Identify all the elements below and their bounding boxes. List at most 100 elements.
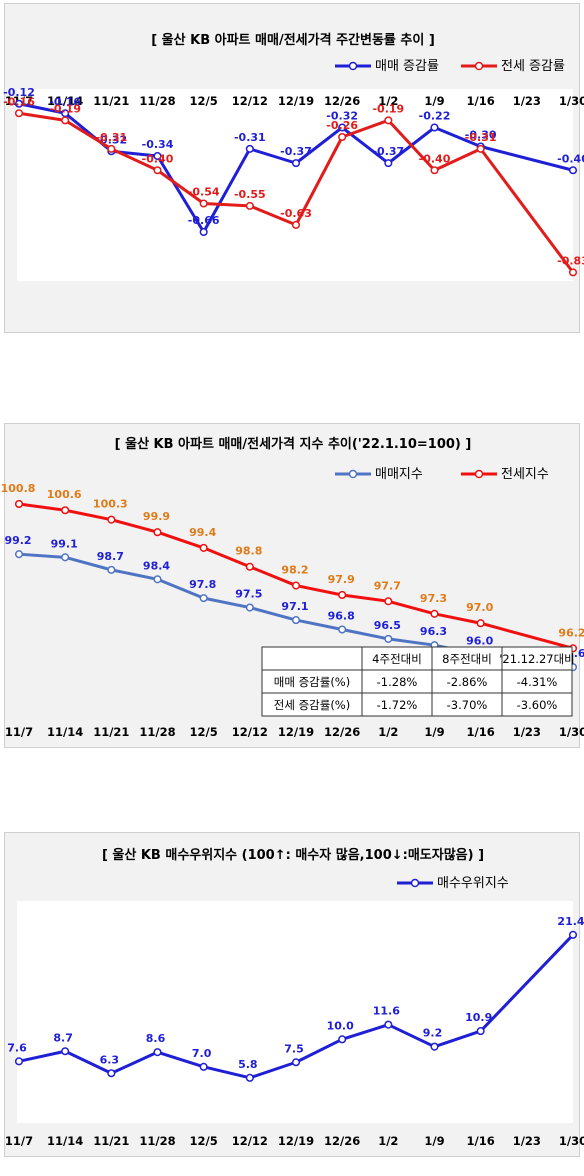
x-tick-label: 1/9 — [424, 725, 444, 739]
data-label: 98.8 — [235, 545, 262, 558]
data-point — [476, 619, 485, 628]
data-label: 97.3 — [420, 592, 447, 605]
legend-label-1: 매매지수 — [375, 467, 423, 482]
x-tick-label: 12/12 — [232, 1134, 268, 1148]
chart-title: [ 울산 KB 매수우위지수 (100↑: 매수자 많음,100↓:매도자많음)… — [102, 847, 484, 863]
x-tick-label: 12/12 — [232, 725, 268, 739]
data-point — [153, 528, 162, 537]
legend-label-2: 전세지수 — [501, 467, 549, 482]
x-tick-label: 12/26 — [324, 94, 360, 108]
data-label: 97.0 — [466, 601, 493, 614]
data-label: 7.0 — [192, 1047, 212, 1060]
data-label: -0.54 — [188, 186, 220, 199]
x-tick-label: 11/7 — [5, 725, 33, 739]
data-label: -0.40 — [419, 152, 451, 165]
data-label: -0.37 — [372, 145, 404, 158]
data-point — [338, 590, 347, 600]
table-cell: -1.72% — [377, 698, 418, 712]
table-cell: -3.60% — [517, 698, 558, 712]
x-tick-label: 12/19 — [278, 1134, 314, 1148]
legend-label-1: 매수우위지수 — [437, 876, 509, 891]
data-label: -0.19 — [372, 102, 404, 115]
data-label: -0.31 — [95, 131, 127, 144]
x-tick-label: 12/26 — [324, 1134, 360, 1148]
data-label: 96.8 — [328, 610, 355, 623]
data-point — [245, 1073, 254, 1082]
data-point — [384, 159, 393, 168]
x-tick-label: 1/2 — [378, 725, 398, 739]
x-tick-label: 1/2 — [378, 1134, 398, 1148]
chart-panel-buyer-index: [ 울산 KB 매수우위지수 (100↑: 매수자 많음,100↓:매도자많음)… — [4, 832, 584, 1157]
data-label: 98.7 — [97, 550, 124, 563]
data-point — [291, 581, 301, 590]
x-tick-label: 1/2 — [378, 94, 398, 108]
data-label: 97.1 — [281, 600, 308, 613]
data-label: 98.2 — [281, 564, 308, 577]
data-point — [338, 625, 347, 634]
data-label: 96.5 — [374, 619, 401, 632]
x-tick-label: 11/28 — [139, 94, 175, 108]
data-point — [568, 166, 578, 175]
data-label: -0.19 — [49, 102, 81, 115]
series-line-2 — [18, 502, 574, 650]
data-point — [568, 930, 578, 939]
data-point — [107, 565, 116, 574]
data-label: -0.40 — [557, 152, 584, 165]
data-point — [61, 116, 70, 125]
summary-table — [261, 646, 573, 717]
data-point — [14, 550, 24, 559]
data-point — [14, 1057, 24, 1066]
data-label: -0.22 — [419, 110, 451, 123]
x-tick-label: 11/28 — [139, 1134, 175, 1148]
data-label: -0.16 — [49, 95, 81, 108]
data-point — [338, 123, 347, 132]
data-point — [61, 506, 70, 515]
data-label: -0.31 — [234, 131, 266, 144]
data-point — [430, 166, 439, 175]
chart-title: [ 울산 KB 아파트 매매/전세가격 지수 추이('22.1.10=100) … — [115, 436, 472, 452]
plot-area — [17, 89, 573, 281]
x-tick-label: 11/14 — [47, 1134, 83, 1148]
legend-marker-1 — [348, 469, 358, 479]
legend-marker-2 — [474, 61, 484, 71]
data-label: 97.5 — [235, 588, 262, 601]
data-label: 100.8 — [1, 482, 36, 495]
data-point — [338, 1035, 347, 1044]
x-tick-label: 1/23 — [513, 725, 541, 739]
legend-marker-1 — [348, 61, 358, 71]
data-point — [199, 543, 208, 552]
data-point — [384, 116, 393, 125]
x-tick-label: 12/5 — [190, 94, 218, 108]
x-tick-label: 1/9 — [424, 1134, 444, 1148]
data-point — [14, 109, 24, 118]
price-index-chart: [ 울산 KB 아파트 매매/전세가격 지수 추이('22.1.10=100) … — [1, 436, 584, 739]
data-label: -0.55 — [234, 188, 266, 201]
data-point — [476, 144, 485, 153]
x-tick-label: 12/26 — [324, 725, 360, 739]
data-label: 99.2 — [4, 534, 31, 547]
data-point — [384, 1020, 393, 1029]
legend-marker-1 — [410, 878, 420, 888]
x-tick-label: 12/5 — [190, 725, 218, 739]
data-point — [245, 562, 254, 571]
x-tick-label: 11/21 — [93, 1134, 129, 1148]
data-point — [384, 634, 393, 643]
x-tick-label: 12/19 — [278, 725, 314, 739]
chart-title: [ 울산 KB 아파트 매매/전세가격 주간변동률 추이 ] — [151, 32, 435, 48]
data-label: 5.8 — [238, 1058, 258, 1071]
legend-label-1: 매매 증감률 — [375, 59, 439, 74]
data-label: 8.7 — [53, 1031, 73, 1044]
data-label: -0.34 — [142, 138, 174, 151]
data-label: 10.0 — [327, 1019, 354, 1032]
table-cell: 매매 증감률(%) — [274, 675, 350, 689]
x-tick-label: 1/30 — [559, 725, 584, 739]
data-label: -0.37 — [280, 145, 312, 158]
data-label: 9.2 — [423, 1027, 443, 1040]
x-tick-label: 1/23 — [513, 1134, 541, 1148]
data-point — [430, 123, 439, 132]
plot-area — [17, 901, 573, 1123]
data-point — [245, 201, 254, 210]
data-point — [199, 199, 208, 208]
data-point — [430, 609, 439, 618]
x-tick-label: 11/14 — [47, 94, 83, 108]
